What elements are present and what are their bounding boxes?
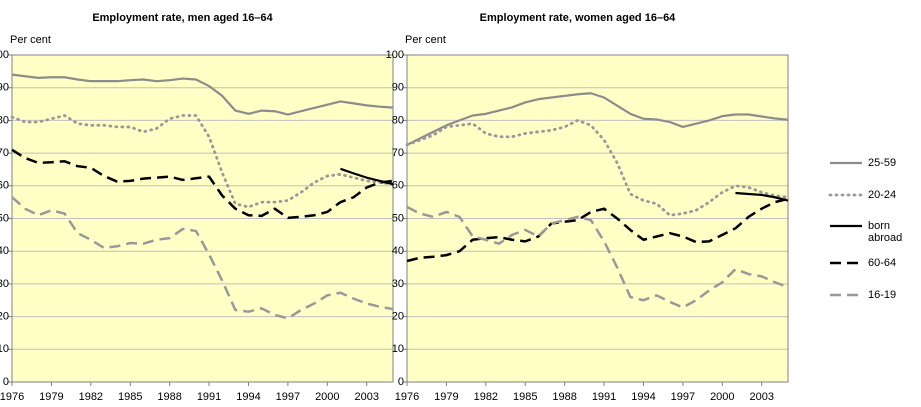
x-tick-label: 1991 bbox=[197, 391, 221, 403]
y-tick-label: 100 bbox=[0, 49, 9, 61]
x-tick-label: 1976 bbox=[0, 391, 24, 403]
series-line bbox=[11, 196, 394, 320]
y-tick-label: 60 bbox=[392, 180, 404, 192]
series-line bbox=[406, 92, 789, 146]
series-line bbox=[405, 119, 790, 217]
x-tick-label: 1979 bbox=[434, 391, 458, 403]
x-tick-label: 1997 bbox=[671, 391, 695, 403]
y-tick-label: 80 bbox=[0, 114, 9, 126]
series-line bbox=[11, 73, 394, 116]
series-line bbox=[10, 114, 395, 209]
series-line bbox=[406, 205, 789, 309]
chart-title: Employment rate, women aged 16–64 bbox=[480, 12, 677, 24]
x-tick-label: 1976 bbox=[395, 391, 419, 403]
x-tick-label: 1982 bbox=[474, 391, 498, 403]
x-tick-label: 2000 bbox=[315, 391, 339, 403]
y-tick-label: 40 bbox=[392, 245, 404, 257]
y-tick-label: 10 bbox=[0, 343, 9, 355]
x-tick-label: 2003 bbox=[354, 391, 378, 403]
y-tick-label: 20 bbox=[0, 311, 9, 323]
series-line bbox=[11, 148, 394, 220]
y-tick-label: 40 bbox=[0, 245, 9, 257]
x-tick-label: 1994 bbox=[236, 391, 260, 403]
y-tick-label: 70 bbox=[392, 147, 404, 159]
y-tick-label: 0 bbox=[3, 376, 9, 388]
y-axis-label: Per cent bbox=[405, 34, 446, 46]
legend-label: 60-64 bbox=[868, 257, 897, 269]
x-tick-label: 1991 bbox=[592, 391, 616, 403]
plot-border bbox=[11, 54, 394, 383]
x-tick-label: 1982 bbox=[79, 391, 103, 403]
y-tick-label: 60 bbox=[0, 180, 9, 192]
y-tick-label: 100 bbox=[386, 49, 404, 61]
legend-label: 25-59 bbox=[868, 157, 897, 169]
x-tick-label: 1979 bbox=[39, 391, 63, 403]
series-line bbox=[406, 197, 789, 263]
x-tick-label: 1994 bbox=[631, 391, 655, 403]
y-axis-label: Per cent bbox=[10, 34, 51, 46]
y-tick-label: 50 bbox=[392, 212, 404, 224]
x-tick-label: 1997 bbox=[276, 391, 300, 403]
y-tick-label: 80 bbox=[392, 114, 404, 126]
y-tick-label: 30 bbox=[392, 278, 404, 290]
x-tick-label: 1988 bbox=[157, 391, 181, 403]
x-tick-label: 2003 bbox=[749, 391, 773, 403]
series-line bbox=[735, 191, 789, 202]
y-tick-label: 50 bbox=[0, 212, 9, 224]
plot-border bbox=[406, 54, 789, 383]
y-tick-label: 20 bbox=[392, 311, 404, 323]
y-tick-label: 90 bbox=[392, 82, 404, 94]
x-tick-label: 1985 bbox=[118, 391, 142, 403]
chart-title: Employment rate, men aged 16–64 bbox=[92, 12, 273, 24]
y-tick-label: 70 bbox=[0, 147, 9, 159]
x-tick-label: 1985 bbox=[513, 391, 537, 403]
y-tick-label: 90 bbox=[0, 82, 9, 94]
x-tick-label: 1988 bbox=[552, 391, 576, 403]
y-tick-label: 0 bbox=[398, 376, 404, 388]
x-tick-label: 2000 bbox=[710, 391, 734, 403]
legend-label: born abroad bbox=[868, 220, 903, 244]
y-tick-label: 30 bbox=[0, 278, 9, 290]
legend-label: 20-24 bbox=[868, 189, 897, 201]
y-tick-label: 10 bbox=[392, 343, 404, 355]
legend-label: 16-19 bbox=[868, 289, 897, 301]
